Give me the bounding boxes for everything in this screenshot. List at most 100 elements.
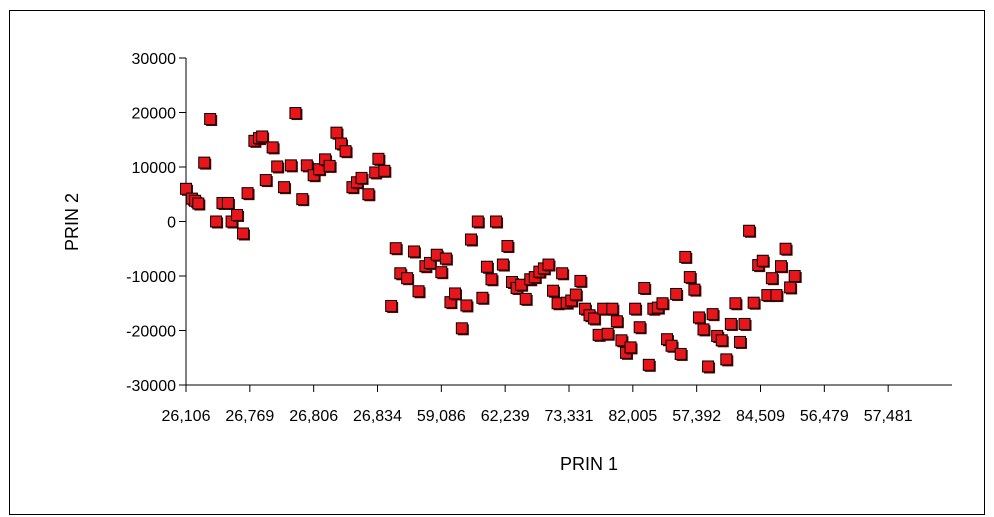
- data-point: [680, 251, 691, 262]
- x-tick-label: 59,086: [417, 408, 466, 425]
- data-point: [297, 194, 308, 205]
- data-point: [789, 271, 800, 282]
- data-point: [290, 108, 301, 119]
- data-point: [237, 228, 248, 239]
- data-point: [481, 261, 492, 272]
- data-point: [440, 253, 451, 264]
- data-point: [725, 318, 736, 329]
- x-tick-label: 26,834: [353, 408, 402, 425]
- data-point: [734, 336, 745, 347]
- x-tick-label: 26,106: [162, 408, 211, 425]
- data-point: [602, 328, 613, 339]
- y-axis-title: PRIN 2: [62, 193, 82, 251]
- data-point: [611, 316, 622, 327]
- data-point: [491, 216, 502, 227]
- y-tick-label: 20000: [132, 106, 177, 123]
- y-tick-label: 0: [167, 215, 176, 232]
- data-point: [356, 172, 367, 183]
- data-point: [739, 318, 750, 329]
- data-point: [222, 197, 233, 208]
- y-tick-label: 30000: [132, 51, 177, 68]
- data-point: [675, 348, 686, 359]
- data-point: [625, 342, 636, 353]
- data-point: [193, 198, 204, 209]
- data-point: [340, 146, 351, 157]
- data-point: [436, 267, 447, 278]
- data-point: [408, 246, 419, 257]
- data-point: [461, 300, 472, 311]
- data-point: [634, 322, 645, 333]
- x-tick-label: 57,392: [672, 408, 721, 425]
- data-point: [757, 255, 768, 266]
- x-axis-title: PRIN 1: [560, 454, 618, 474]
- data-point: [520, 293, 531, 304]
- data-point: [607, 303, 618, 314]
- data-point: [716, 335, 727, 346]
- y-tick-label: 10000: [132, 160, 177, 177]
- data-point: [465, 234, 476, 245]
- data-point: [205, 114, 216, 125]
- data-point: [548, 285, 559, 296]
- data-point: [698, 324, 709, 335]
- data-point: [766, 273, 777, 284]
- x-tick-label: 26,769: [225, 408, 274, 425]
- data-point: [776, 261, 787, 272]
- data-point: [684, 272, 695, 283]
- data-point: [657, 298, 668, 309]
- data-point: [402, 273, 413, 284]
- data-point: [671, 288, 682, 299]
- x-tick-label: 84,509: [736, 408, 785, 425]
- data-point: [379, 165, 390, 176]
- data-point: [575, 275, 586, 286]
- data-point: [703, 361, 714, 372]
- data-point: [257, 131, 268, 142]
- data-point: [639, 282, 650, 293]
- x-tick-label: 56,479: [800, 408, 849, 425]
- data-point: [272, 161, 283, 172]
- data-point: [497, 259, 508, 270]
- data-point: [730, 298, 741, 309]
- data-point: [570, 289, 581, 300]
- data-point: [260, 175, 271, 186]
- data-point: [199, 157, 210, 168]
- data-point: [267, 142, 278, 153]
- data-point: [744, 225, 755, 236]
- data-point: [390, 243, 401, 254]
- y-tick-label: -10000: [126, 269, 176, 286]
- data-point: [643, 359, 654, 370]
- data-point: [242, 188, 253, 199]
- data-point: [450, 288, 461, 299]
- data-point: [771, 290, 782, 301]
- data-point: [456, 323, 467, 334]
- data-point: [331, 127, 342, 138]
- data-point: [630, 303, 641, 314]
- data-point: [693, 312, 704, 323]
- data-point: [324, 160, 335, 171]
- data-point: [363, 189, 374, 200]
- data-point: [211, 216, 222, 227]
- y-tick-label: -30000: [126, 378, 176, 395]
- x-tick-label: 57,481: [864, 408, 913, 425]
- data-point: [689, 284, 700, 295]
- data-point: [785, 282, 796, 293]
- data-point: [386, 300, 397, 311]
- data-point: [285, 160, 296, 171]
- data-points: [181, 108, 802, 374]
- data-point: [707, 309, 718, 320]
- data-point: [502, 241, 513, 252]
- data-point: [780, 243, 791, 254]
- data-point: [557, 268, 568, 279]
- x-tick-label: 62,239: [481, 408, 530, 425]
- data-point: [373, 153, 384, 164]
- x-tick-label: 73,331: [545, 408, 594, 425]
- data-point: [413, 286, 424, 297]
- x-axis: 26,106 26,769 26,806 26,834 59,086 62,239 73,3…: [162, 385, 952, 425]
- y-tick-label: -20000: [126, 324, 176, 341]
- data-point: [472, 216, 483, 227]
- x-tick-label: 82,005: [608, 408, 657, 425]
- data-point: [279, 182, 290, 193]
- data-point: [486, 274, 497, 285]
- x-tick-label: 26,806: [289, 408, 338, 425]
- data-point: [543, 259, 554, 270]
